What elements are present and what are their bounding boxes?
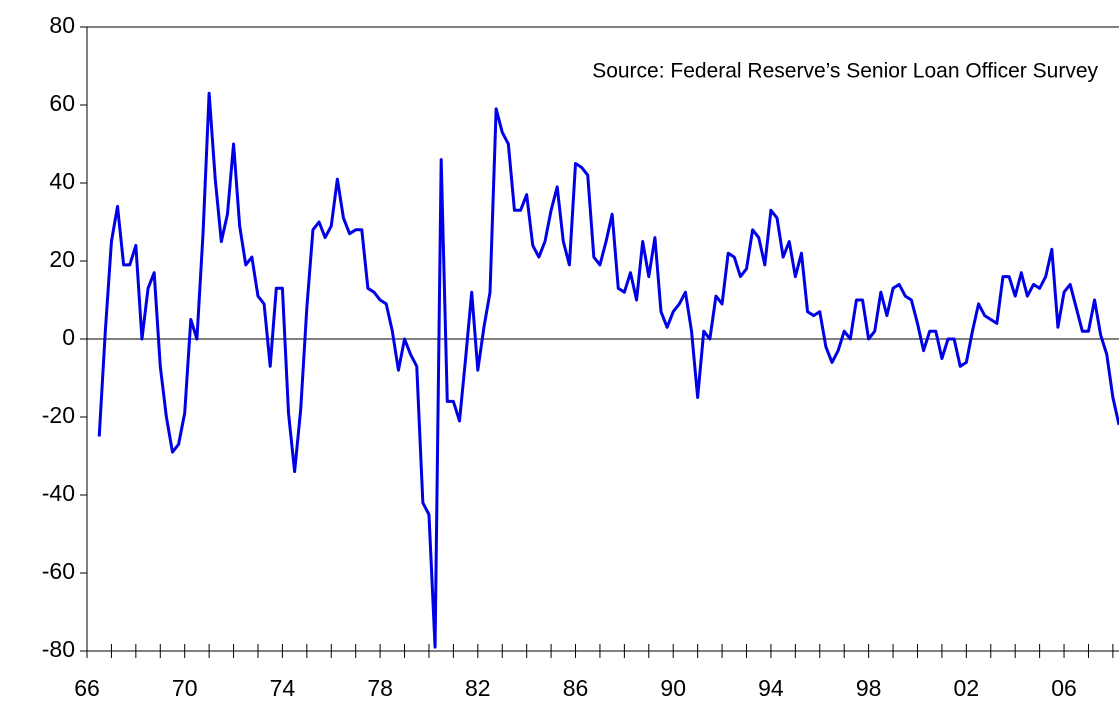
x-tick-label: 94 bbox=[758, 675, 784, 701]
y-tick-label: 60 bbox=[49, 90, 75, 116]
x-tick-label: 82 bbox=[465, 675, 491, 701]
y-tick-label: 80 bbox=[49, 12, 75, 38]
x-tick-label: 70 bbox=[172, 675, 198, 701]
y-tick-label: 40 bbox=[49, 168, 75, 194]
annotation: Source: Federal Reserve’s Senior Loan Of… bbox=[592, 60, 1098, 83]
x-tick-label: 86 bbox=[563, 675, 589, 701]
x-tick-label: 02 bbox=[954, 675, 980, 701]
y-tick-label: 0 bbox=[62, 324, 75, 350]
y-tick-label: -60 bbox=[42, 558, 75, 584]
y-tick-label: -80 bbox=[42, 636, 75, 662]
x-tick-label: 06 bbox=[1051, 675, 1077, 701]
x-tick-label: 66 bbox=[74, 675, 100, 701]
x-tick-label: 90 bbox=[660, 675, 686, 701]
data-line bbox=[97, 91, 1119, 649]
x-tick-label: 78 bbox=[367, 675, 393, 701]
y-tick-label: -40 bbox=[42, 480, 75, 506]
y-tick-label: -20 bbox=[42, 402, 75, 428]
x-tick-label: 74 bbox=[270, 675, 296, 701]
x-tick-label: 98 bbox=[856, 675, 882, 701]
y-tick-label: 20 bbox=[49, 246, 75, 272]
